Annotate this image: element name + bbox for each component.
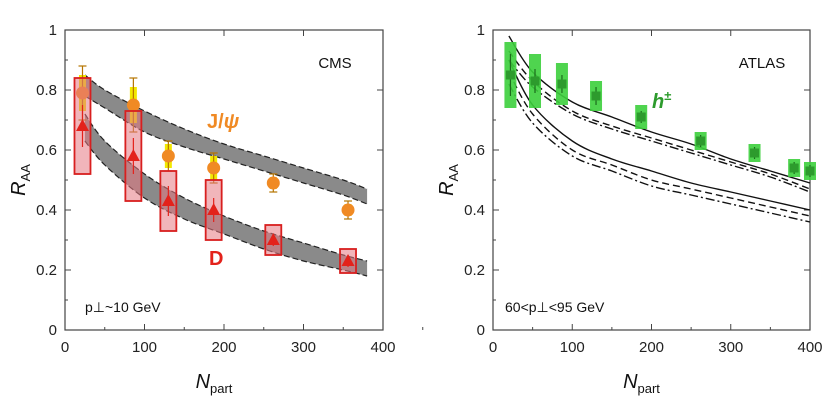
model-band-upper-edge [84, 74, 368, 190]
model-band-lower-edge [84, 95, 368, 205]
x-tick-label: 200 [211, 339, 236, 356]
data-point-square [530, 76, 540, 86]
model-band [84, 75, 368, 204]
data-point-square [557, 79, 567, 89]
y-tick-label: 0.8 [464, 82, 485, 99]
data-point-square [805, 166, 815, 176]
model-curve [508, 83, 811, 223]
y-tick-label: 0 [49, 322, 57, 339]
series-label-jpsi: J/ψ [207, 111, 240, 133]
y-axis-label: RAA [8, 164, 33, 196]
data-point-triangle [161, 194, 175, 206]
data-point-square [636, 112, 646, 122]
x-tick-label: 100 [560, 339, 585, 356]
x-tick-label: 100 [132, 339, 157, 356]
data-point-triangle [75, 119, 89, 131]
y-tick-label: 1 [49, 22, 57, 39]
experiment-label: CMS [318, 55, 351, 72]
x-tick-label: 400 [370, 339, 395, 356]
cms-panel: 0 100 200 300 400 0 0.2 0.4 0.6 0.8 1 Npart RAA CMS p⊥… [8, 22, 424, 396]
y-tick-label: 0.6 [464, 142, 485, 159]
x-tick-label: 300 [718, 339, 743, 356]
model-curve [508, 59, 811, 211]
data-point-circle [341, 203, 355, 217]
model-band-lower-edge [84, 140, 368, 277]
x-tick-label: 0 [489, 339, 497, 356]
x-tick-label: 400 [797, 339, 822, 356]
data-point-circle [266, 176, 280, 190]
y-tick-label: 0.2 [36, 262, 57, 279]
x-axis-label: Npart [623, 371, 660, 396]
model-curve [508, 50, 811, 190]
x-axis-label: Npart [196, 371, 233, 396]
y-tick-label: 0 [477, 322, 485, 339]
data-point-square [789, 163, 799, 173]
data-point-circle [126, 98, 140, 112]
model-curve [508, 35, 811, 184]
experiment-label: ATLAS [739, 55, 785, 72]
series-label-d: D [209, 248, 223, 270]
y-tick-label: 0.8 [36, 82, 57, 99]
model-curve [508, 59, 811, 193]
y-tick-label: 0.4 [36, 202, 57, 219]
y-axis-label: RAA [436, 164, 461, 196]
kinematic-annotation: 60<p⊥<95 GeV [505, 299, 605, 315]
kinematic-annotation: p⊥~10 GeV [85, 299, 161, 315]
data-point-square [505, 70, 515, 80]
y-tick-label: 1 [477, 22, 485, 39]
data-point-square [750, 148, 760, 158]
y-tick-label: 0.2 [464, 262, 485, 279]
data-point-circle [161, 149, 175, 163]
atlas-panel: 0 100 200 300 400 0 0.2 0.4 0.6 0.8 1 Npart RAA ATLAS… [436, 22, 823, 396]
x-tick-label: 200 [639, 339, 664, 356]
y-tick-label: 0.6 [36, 142, 57, 159]
data-point-triangle [207, 203, 221, 215]
model-band-upper-edge [84, 113, 368, 262]
data-point-triangle [341, 254, 355, 266]
y-tick-label: 0.4 [464, 202, 485, 219]
data-point-square [591, 91, 601, 101]
data-point-circle [207, 161, 221, 175]
data-point-square [696, 136, 706, 146]
series-label-hadrons: h± [652, 88, 671, 113]
x-tick-label: 300 [291, 339, 316, 356]
data-point-triangle [266, 233, 280, 245]
x-tick-label: 0 [61, 339, 69, 356]
data-point-triangle [126, 149, 140, 161]
